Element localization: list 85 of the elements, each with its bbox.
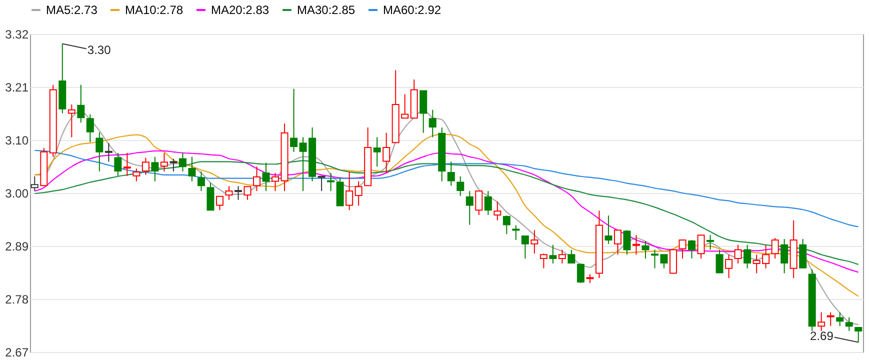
legend-label: MA30:2.85 bbox=[297, 3, 356, 17]
legend-label: MA5:2.73 bbox=[46, 3, 98, 17]
candlestick bbox=[818, 312, 826, 332]
y-tick-label: 3.00 bbox=[5, 186, 29, 200]
candlestick bbox=[799, 238, 807, 269]
candlestick bbox=[188, 156, 196, 182]
candlestick bbox=[197, 170, 205, 192]
candlestick bbox=[151, 156, 159, 182]
candlestick bbox=[558, 249, 566, 264]
legend-label: MA10:2.78 bbox=[125, 3, 184, 17]
candlestick bbox=[318, 175, 326, 192]
candlestick bbox=[216, 196, 224, 211]
candlestick bbox=[744, 244, 752, 269]
candlestick bbox=[568, 249, 576, 264]
candlestick bbox=[780, 238, 788, 274]
candlestick bbox=[697, 234, 705, 260]
candlestick bbox=[336, 177, 344, 206]
candlestick bbox=[836, 312, 844, 327]
candlestick bbox=[262, 162, 270, 192]
candlestick bbox=[771, 238, 779, 260]
candlestick bbox=[428, 109, 436, 138]
candlestick bbox=[530, 230, 538, 254]
candlestick bbox=[623, 230, 631, 256]
candlestick bbox=[660, 254, 668, 269]
candlestick bbox=[826, 312, 834, 327]
candlestick bbox=[845, 316, 853, 332]
y-tick-label: 3.10 bbox=[5, 134, 29, 148]
candlestick bbox=[678, 239, 686, 260]
candlestick bbox=[68, 104, 76, 138]
line-series bbox=[34, 134, 859, 297]
candlestick bbox=[475, 190, 483, 216]
candlestick bbox=[114, 152, 122, 176]
candlestick bbox=[540, 253, 548, 269]
y-tick-label: 3.32 bbox=[5, 28, 29, 42]
candlestick bbox=[132, 168, 140, 182]
candlestick bbox=[447, 161, 455, 186]
y-tick-label: 2.89 bbox=[5, 239, 29, 254]
candlestick bbox=[716, 249, 724, 274]
legend-label: MA60:2.92 bbox=[383, 3, 442, 17]
candlestick bbox=[272, 172, 280, 192]
candlestick bbox=[142, 157, 150, 176]
candlestick bbox=[854, 327, 862, 343]
candlestick bbox=[502, 215, 510, 235]
candlestick bbox=[521, 236, 529, 260]
candlestick bbox=[651, 249, 658, 269]
candlestick bbox=[456, 176, 464, 196]
candlestick bbox=[549, 244, 557, 264]
candlestick bbox=[346, 171, 354, 211]
y-tick-label: 2.78 bbox=[5, 292, 29, 307]
candlestick bbox=[244, 186, 252, 200]
y-tick-label: 3.21 bbox=[5, 80, 29, 94]
candlestick bbox=[290, 88, 298, 152]
candlestick bbox=[614, 230, 622, 256]
y-tick-label: 2.67 bbox=[5, 346, 29, 360]
candlestick bbox=[604, 215, 612, 244]
candlestick bbox=[484, 190, 492, 216]
candlestick bbox=[253, 166, 261, 192]
candlestick bbox=[512, 224, 520, 240]
candlestick bbox=[77, 84, 85, 124]
candlestick bbox=[104, 142, 112, 162]
candlestick bbox=[123, 152, 131, 176]
candlestick bbox=[354, 180, 362, 206]
legend-label: MA20:2.83 bbox=[211, 3, 270, 17]
candlestick bbox=[632, 234, 640, 256]
candlestick bbox=[178, 152, 186, 172]
candlestick bbox=[670, 249, 678, 274]
annotation: 3.30 bbox=[87, 42, 112, 57]
candlestick bbox=[420, 90, 428, 134]
candlestick bbox=[494, 200, 502, 221]
candlestick bbox=[206, 182, 214, 211]
candlestick bbox=[706, 234, 714, 250]
candlestick bbox=[382, 132, 390, 174]
candlestick bbox=[86, 114, 94, 143]
candlestick bbox=[725, 254, 733, 279]
candlestick bbox=[234, 186, 242, 200]
candlestick bbox=[96, 132, 104, 172]
annotation: 2.69 bbox=[810, 329, 834, 344]
candlestick bbox=[734, 244, 742, 264]
line-series bbox=[34, 150, 859, 228]
candlestick bbox=[642, 240, 650, 260]
candlestick bbox=[688, 239, 696, 260]
candlestick bbox=[373, 136, 381, 168]
candlestick bbox=[576, 262, 584, 284]
candlestick bbox=[466, 190, 474, 226]
candlestick bbox=[225, 186, 233, 200]
